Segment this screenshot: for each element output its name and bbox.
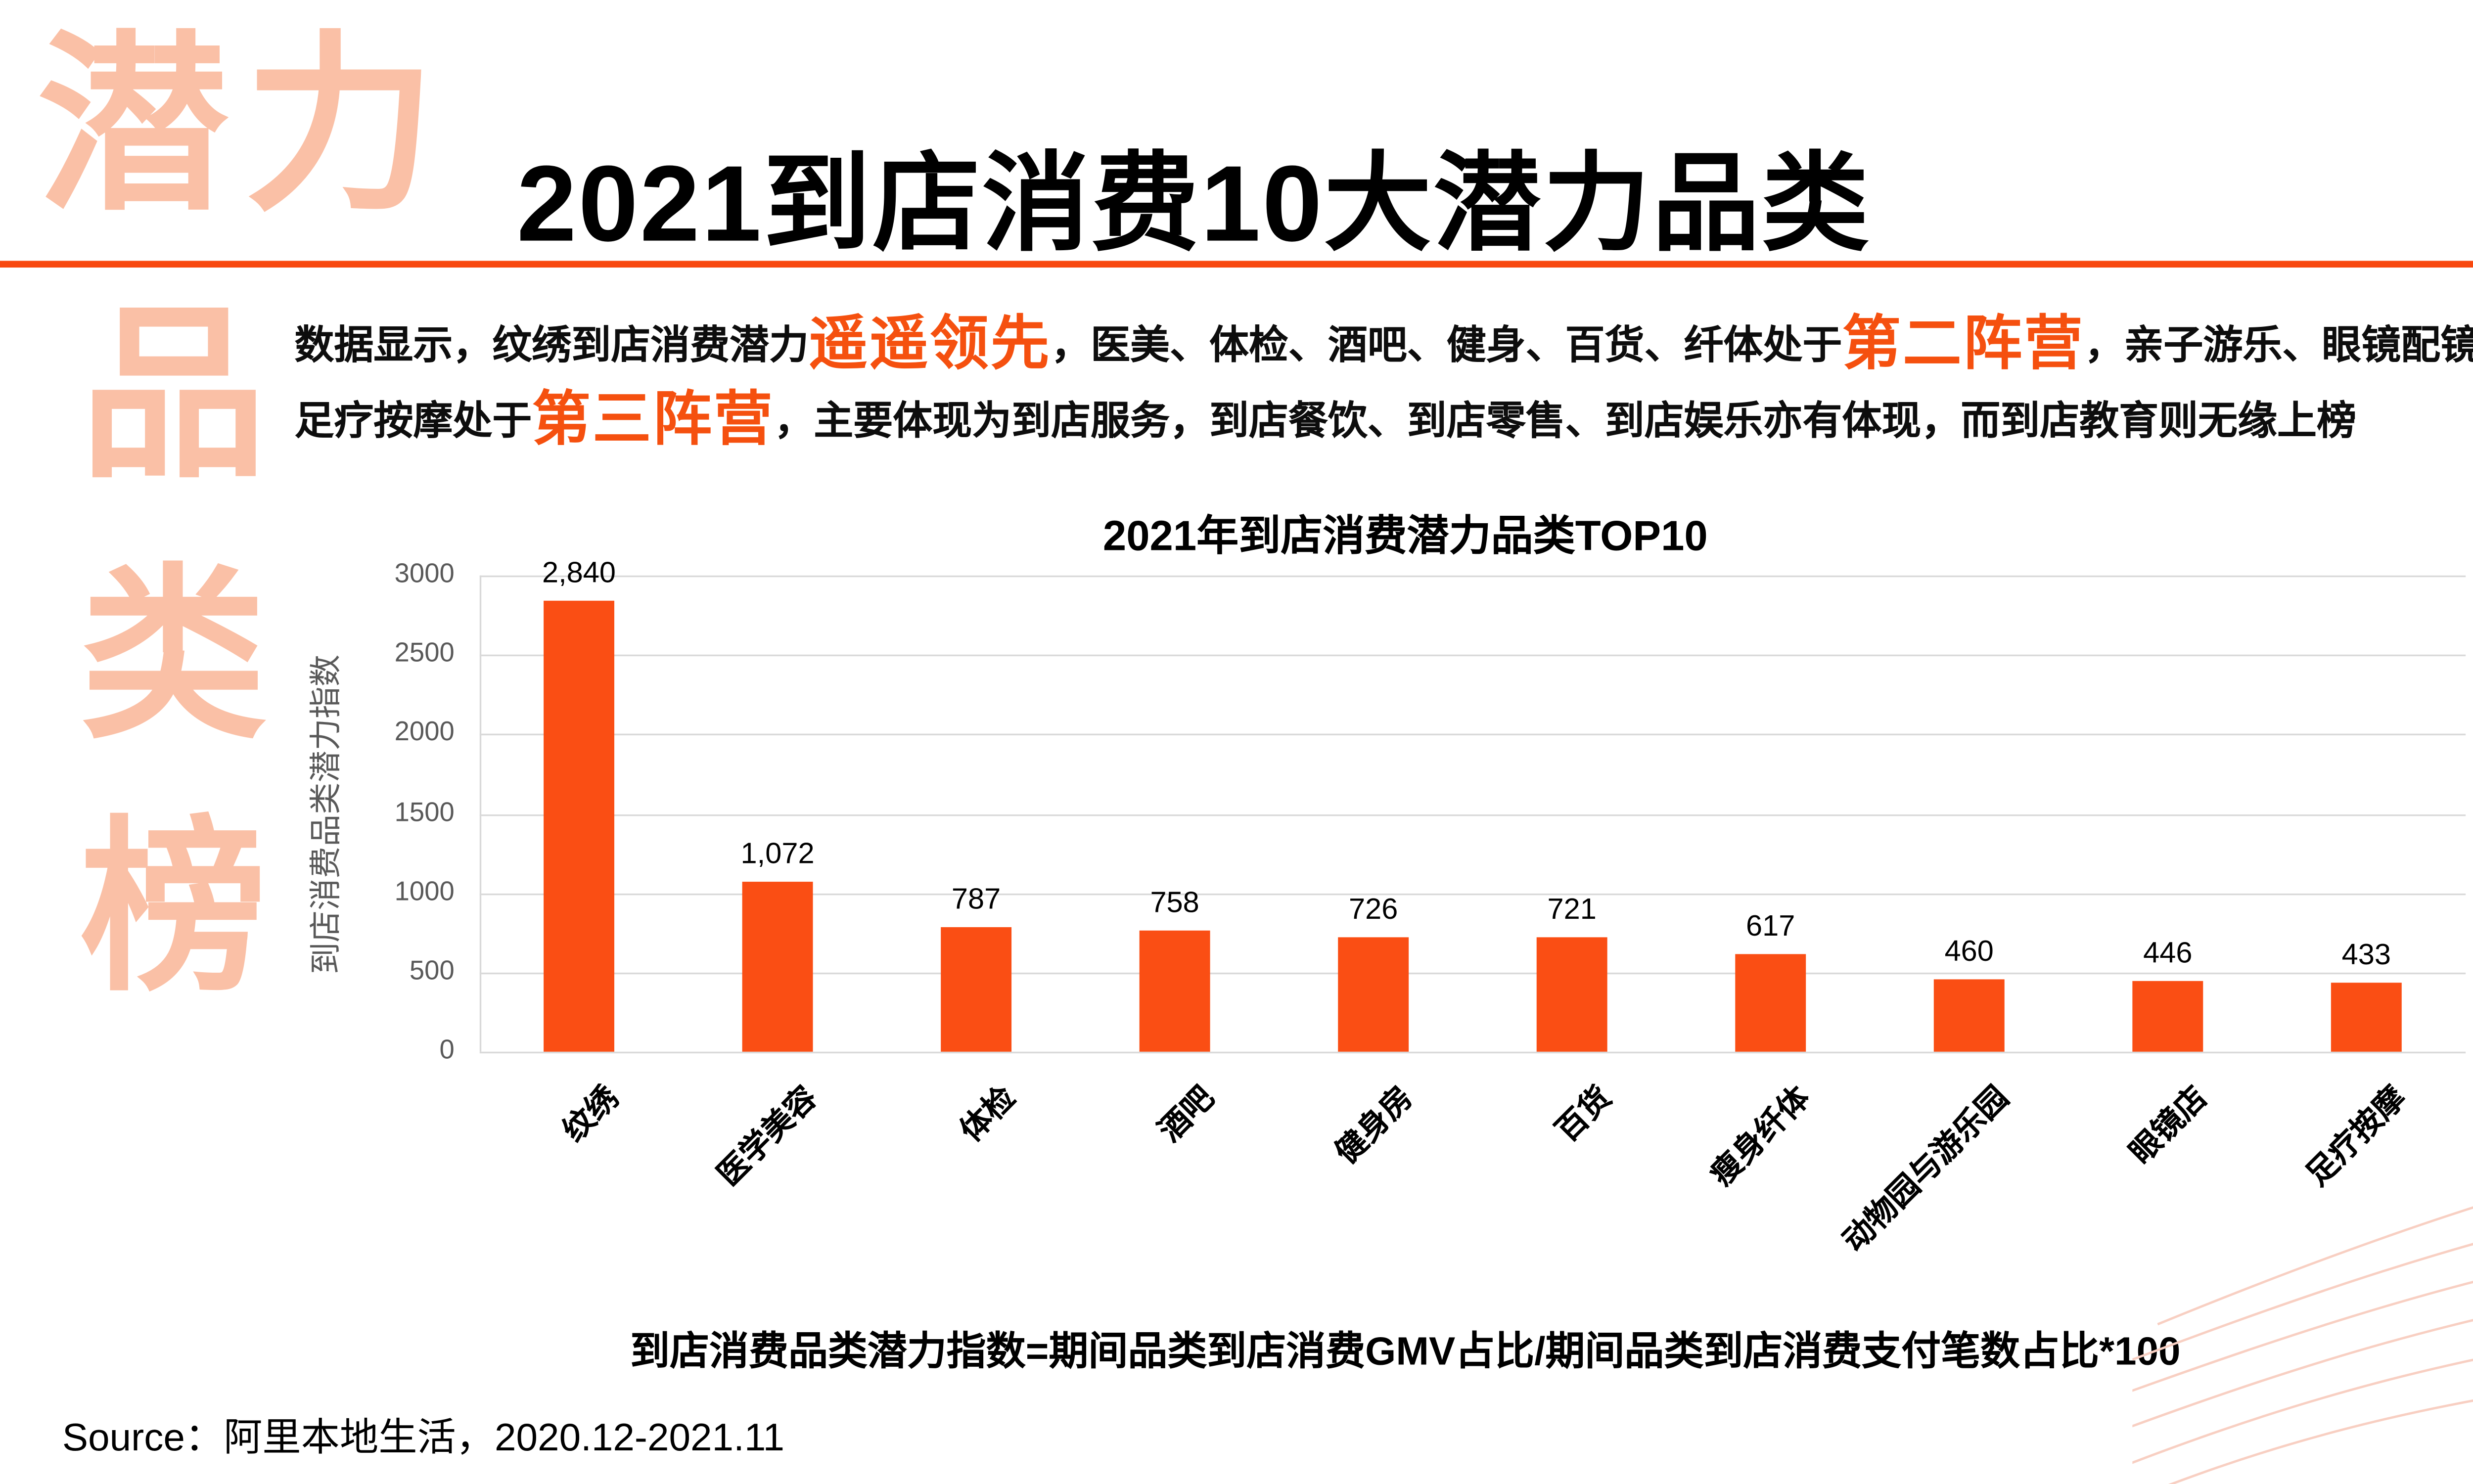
bar-酒吧 [1139, 931, 1210, 1052]
watermark-char: 榜 [80, 804, 267, 1013]
bar-医学美容 [742, 881, 813, 1052]
bar-value-label: 726 [1348, 891, 1398, 925]
bar-value-label: 721 [1547, 892, 1597, 926]
chart-title: 2021年到店消费潜力品类TOP10 [1102, 513, 1708, 561]
bar-chart-plot-area: 到店消费品类潜力指数 0 500 1000 1500 2000 2500 3000 2,840… [310, 555, 2466, 1258]
bar-纹绣 [544, 601, 615, 1052]
intro-highlight-text: 遥遥领先 [809, 311, 1052, 377]
index-formula-note: 到店消费品类潜力指数=期间品类到店消费GMV占比/期间品类到店消费支付笔数占比*… [630, 1329, 2181, 1373]
y-tick-label: 500 [409, 957, 455, 986]
bar-动物园与游乐园 [1933, 979, 2005, 1052]
y-tick-label: 1000 [394, 878, 455, 906]
title-divider-line [0, 261, 2473, 268]
gridline-y-0 [479, 1051, 2466, 1054]
bar-足疗按摩 [2331, 983, 2402, 1052]
bar-眼镜店 [2132, 981, 2203, 1052]
bar-健身房 [1338, 936, 1409, 1052]
gridline-y-1000 [479, 893, 2466, 895]
gridline-y-1500 [479, 813, 2466, 815]
bar-瘦身纤体 [1735, 953, 1806, 1052]
y-tick-label: 2000 [394, 719, 455, 748]
intro-paragraph: 数据显示，纹绣到店消费潜力遥遥领先，医美、体检、酒吧、健身、百货、纤体处于第二阵… [294, 308, 2473, 459]
watermark-title: 潜力 [37, 20, 452, 234]
bar-value-label: 1,072 [740, 836, 815, 870]
bar-value-label: 433 [2341, 937, 2391, 971]
y-tick-label: 0 [439, 1036, 455, 1065]
y-tick-label: 3000 [394, 560, 455, 589]
intro-text: 数据显示，纹绣到店消费潜力 [294, 323, 809, 367]
source-note: Source：阿里本地生活，2020.12-2021.11 [62, 1415, 785, 1459]
y-tick-label: 1500 [394, 798, 455, 827]
intro-text: ，主要体现为到店服务，到店餐饮、到店零售、到店娱乐亦有体现，而到店教育则无缘上榜 [774, 399, 2356, 443]
intro-highlight-text: 第三阵营 [532, 387, 775, 453]
decorative-arcs [2132, 1206, 2473, 1484]
gridline-y-3000 [479, 575, 2466, 578]
gridline-y-2500 [479, 655, 2466, 657]
watermark-char: 品 [80, 291, 267, 500]
watermark-char: 类 [80, 552, 267, 761]
page-title: 2021到店消费10大潜力品类 [516, 143, 1871, 265]
bar-value-label: 758 [1150, 886, 1199, 920]
intro-text: ，亲子游乐、眼镜配镜、足疗按摩处于 [294, 323, 2473, 443]
bar-value-label: 446 [2143, 935, 2193, 969]
gridline-y-500 [479, 972, 2466, 974]
bar-value-label: 460 [1944, 933, 1994, 967]
bar-value-label: 2,840 [542, 555, 616, 589]
intro-text: ，医美、体检、酒吧、健身、百货、纤体处于 [1051, 323, 1842, 367]
bar-value-label: 617 [1746, 908, 1795, 942]
gridline-y-2000 [479, 734, 2466, 736]
bar-体检 [941, 927, 1012, 1052]
y-tick-label: 2500 [394, 639, 455, 669]
intro-highlight-text: 第二阵营 [1842, 311, 2085, 377]
bar-百货 [1536, 937, 1607, 1052]
bar-value-label: 787 [951, 881, 1001, 915]
